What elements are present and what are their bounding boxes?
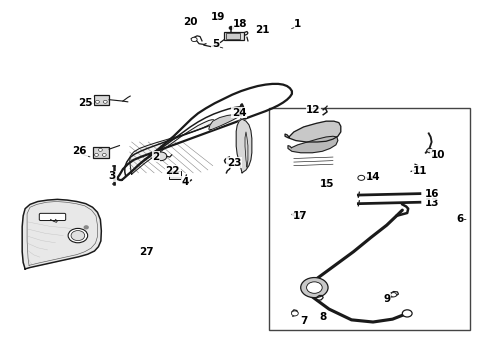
Text: 9: 9 — [383, 294, 390, 304]
Circle shape — [301, 278, 328, 298]
Text: 16: 16 — [424, 189, 439, 199]
Polygon shape — [288, 136, 338, 153]
Polygon shape — [22, 199, 101, 269]
Circle shape — [307, 282, 322, 293]
Text: 18: 18 — [233, 19, 247, 29]
Circle shape — [98, 148, 102, 151]
Text: 5: 5 — [212, 39, 220, 49]
Polygon shape — [130, 120, 214, 174]
Circle shape — [402, 310, 412, 317]
Text: 25: 25 — [78, 98, 93, 108]
Circle shape — [102, 153, 106, 156]
Text: 6: 6 — [456, 215, 464, 224]
Text: 7: 7 — [300, 316, 307, 325]
Circle shape — [155, 152, 167, 161]
Bar — [224, 32, 244, 40]
Circle shape — [96, 100, 99, 103]
Text: 2: 2 — [152, 152, 160, 162]
Text: 17: 17 — [293, 211, 307, 221]
Text: 4: 4 — [182, 177, 189, 187]
FancyBboxPatch shape — [93, 147, 109, 158]
Text: 1: 1 — [294, 19, 301, 29]
Text: 26: 26 — [73, 146, 87, 156]
Text: 24: 24 — [232, 108, 246, 118]
FancyBboxPatch shape — [39, 213, 66, 221]
Circle shape — [95, 153, 98, 156]
Circle shape — [292, 311, 298, 316]
Text: 12: 12 — [306, 105, 320, 115]
Text: 8: 8 — [319, 312, 327, 322]
Bar — [226, 33, 240, 39]
Text: 13: 13 — [424, 198, 439, 208]
Text: 20: 20 — [183, 17, 197, 27]
Circle shape — [229, 27, 233, 30]
Text: 27: 27 — [139, 247, 153, 257]
Text: 14: 14 — [366, 172, 380, 182]
Text: 19: 19 — [211, 12, 225, 22]
Text: 23: 23 — [227, 158, 242, 168]
Polygon shape — [209, 115, 239, 131]
Circle shape — [68, 228, 88, 243]
Circle shape — [84, 226, 88, 229]
Circle shape — [71, 230, 85, 240]
Text: 3: 3 — [108, 171, 116, 181]
Text: 22: 22 — [166, 166, 180, 176]
Bar — [169, 171, 181, 179]
Polygon shape — [285, 121, 341, 142]
FancyBboxPatch shape — [94, 95, 109, 105]
Circle shape — [191, 37, 197, 41]
Circle shape — [358, 175, 365, 180]
Text: 15: 15 — [320, 179, 334, 189]
Bar — [270, 108, 470, 330]
Text: 10: 10 — [431, 150, 445, 160]
Text: 21: 21 — [255, 25, 270, 35]
Polygon shape — [236, 119, 252, 173]
Text: 11: 11 — [413, 166, 427, 176]
Polygon shape — [292, 212, 303, 217]
Circle shape — [391, 293, 396, 297]
Circle shape — [427, 148, 433, 153]
Circle shape — [103, 100, 107, 103]
